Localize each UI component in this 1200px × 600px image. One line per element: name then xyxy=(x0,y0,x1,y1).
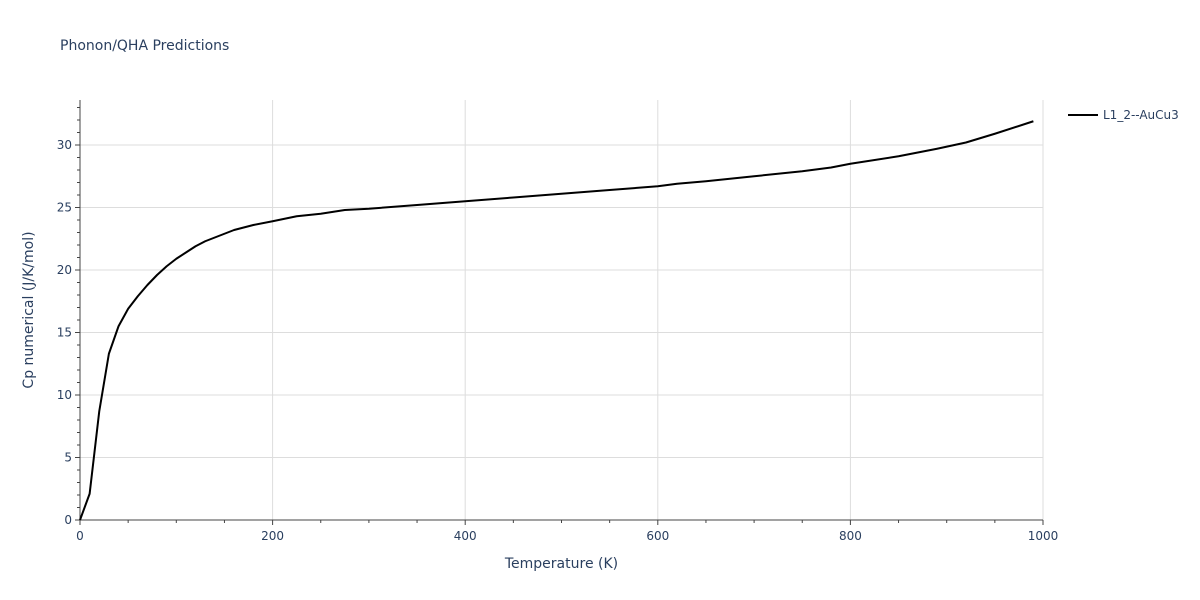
x-tick-label: 800 xyxy=(839,529,862,543)
axes-layer: 0 200 400 600 800 1000 0 5 10 15 20 25 30 xyxy=(57,100,1059,543)
x-tick-label: 200 xyxy=(261,529,284,543)
x-tick-label: 1000 xyxy=(1028,529,1059,543)
series-line xyxy=(79,120,1034,521)
chart-title: Phonon/QHA Predictions xyxy=(60,38,229,54)
x-tick-label: 400 xyxy=(454,529,477,543)
y-tick-label: 15 xyxy=(57,326,72,340)
x-tick-label: 0 xyxy=(76,529,84,543)
y-tick-label: 10 xyxy=(57,388,72,402)
y-tick-label: 30 xyxy=(57,138,72,152)
x-axis-title: Temperature (K) xyxy=(504,556,618,572)
y-tick-label: 0 xyxy=(64,513,72,527)
legend-item-label: L1_2--AuCu3 xyxy=(1103,108,1179,122)
grid-layer xyxy=(80,100,1044,520)
y-axis-title: Cp numerical (J/K/mol) xyxy=(21,231,37,388)
y-tick-label: 20 xyxy=(57,263,72,277)
y-tick-label: 5 xyxy=(64,451,72,465)
y-tick-label: 25 xyxy=(57,201,72,215)
legend[interactable]: L1_2--AuCu3 xyxy=(1068,108,1179,122)
x-tick-label: 600 xyxy=(646,529,669,543)
series-layer xyxy=(79,120,1034,521)
